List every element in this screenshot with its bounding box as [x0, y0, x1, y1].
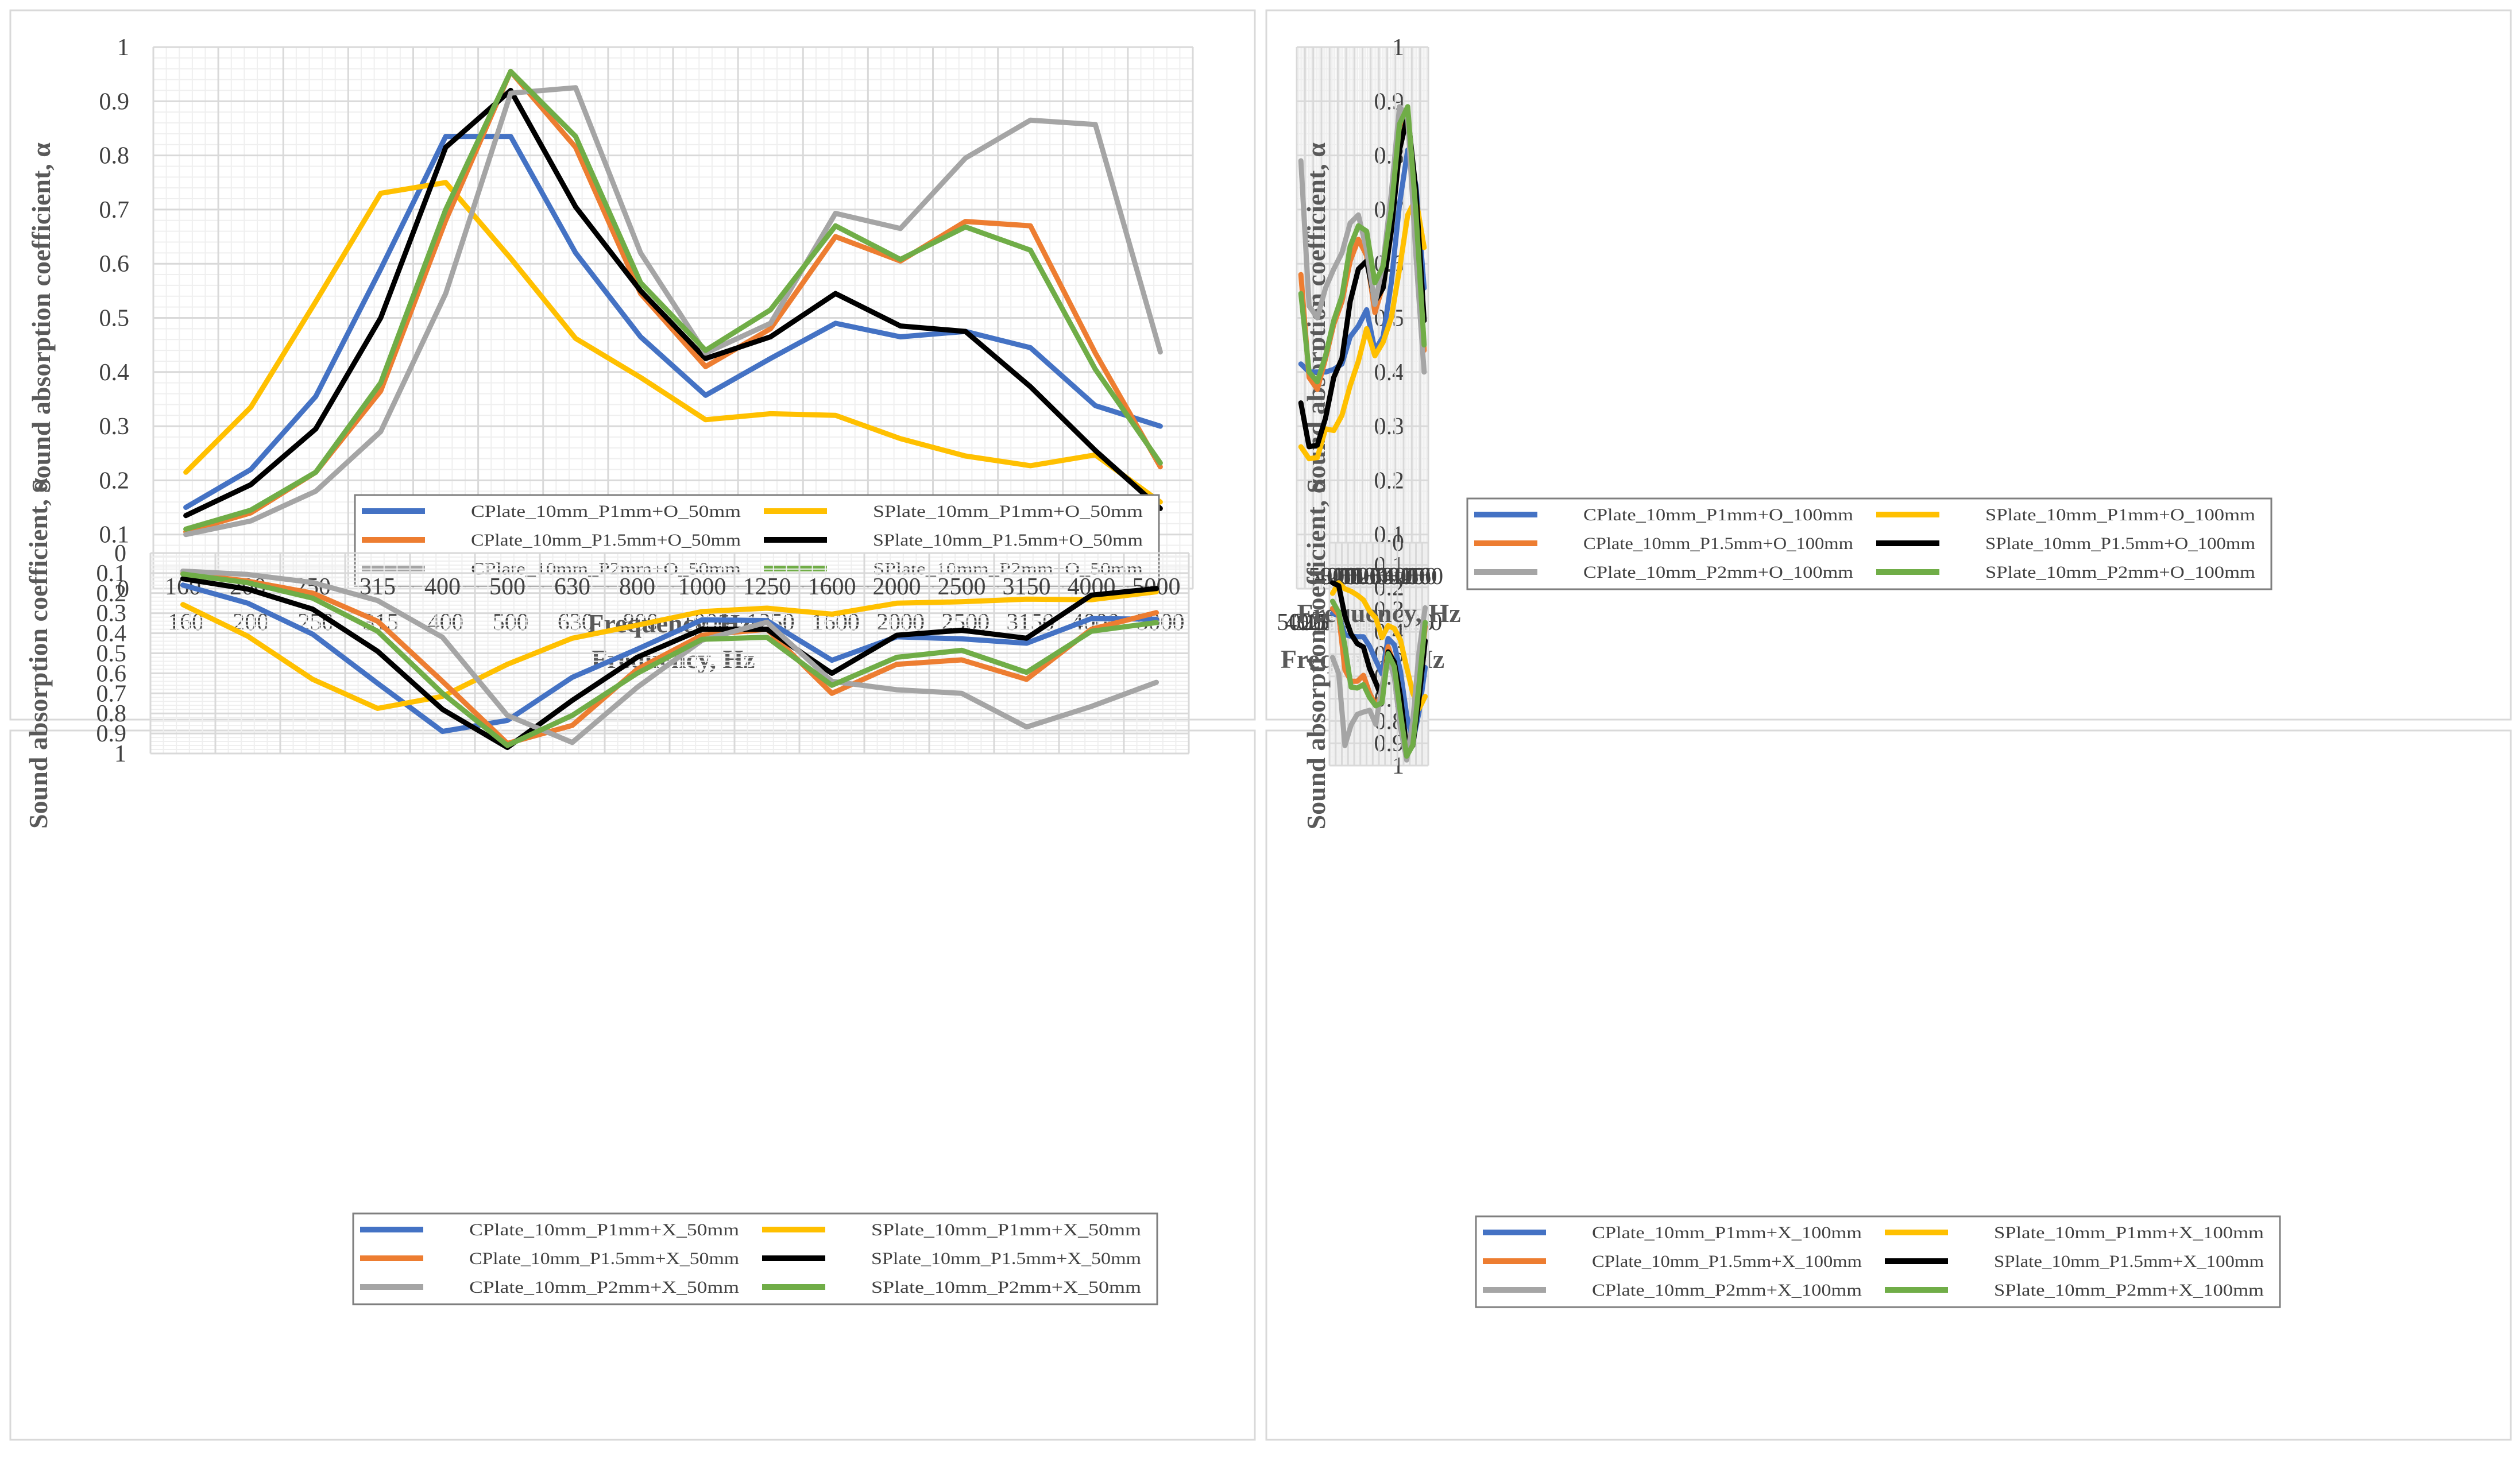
series-line-6 [1298, 104, 1427, 385]
y-tick-label: 0.9 [99, 88, 130, 115]
series-line-3 [180, 570, 1159, 746]
y-tick-label: 0.8 [96, 701, 127, 727]
y-tick-label: 0 [117, 576, 129, 602]
series-line-4 [180, 576, 1159, 750]
x-tick-label: 1250 [743, 574, 791, 600]
series-line-4 [183, 87, 1163, 519]
y-tick-label: 1 [117, 34, 129, 61]
x-tick-label: 1250 [1346, 563, 1394, 590]
x-tick-label: 2500 [938, 574, 986, 600]
series-line-1 [183, 134, 1163, 510]
legend-label: SPlate_10mm_P2mm+O_100mm [1985, 563, 2255, 582]
y-axis-title: Sound absorption coefficient, α [26, 142, 56, 493]
x-tick-label: 400 [424, 574, 461, 600]
y-tick-label: 0.6 [99, 251, 130, 277]
y-tick-label: 0.3 [99, 413, 130, 440]
y-tick-label: 0.2 [99, 467, 130, 494]
y-tick-label: 1 [1392, 753, 1404, 779]
series-line-2 [1329, 580, 1428, 712]
y-axis-title: Sound absorption coefficient, α [24, 478, 53, 829]
y-tick-label: 0.1 [96, 561, 127, 587]
x-tick-label: 2000 [873, 574, 921, 600]
legend-label: SPlate_10mm_P1.5mm+O_100mm [1985, 534, 2255, 553]
y-tick-label: 0.7 [99, 197, 130, 223]
legend-label: CPlate_10mm_P2mm+X_50mm [469, 1278, 739, 1297]
series-line-6 [183, 68, 1163, 532]
y-tick-label: 0.1 [99, 522, 130, 548]
x-tick-label: 1600 [1339, 563, 1387, 590]
legend-label: SPlate_10mm_P1mm+O_50mm [873, 502, 1143, 521]
y-axis-title: Sound absorption coefficient, α [1301, 478, 1331, 829]
series-line-2 [183, 180, 1163, 505]
legend-label: SPlate_10mm_P2mm+X_50mm [871, 1278, 1141, 1297]
y-tick-label: 0.2 [96, 581, 127, 607]
legend-box [1475, 1215, 2281, 1308]
y-tick-label: 0.4 [96, 621, 127, 647]
series-line-2 [180, 589, 1159, 711]
y-tick-label: 1 [1392, 34, 1404, 61]
x-tick-label: 1600 [808, 574, 856, 600]
legend-label: SPlate_10mm_P1mm+O_100mm [1985, 505, 2255, 524]
x-tick-label: 160 [1407, 563, 1443, 590]
legend-label: CPlate_10mm_P2mm+O_100mm [1583, 563, 1853, 582]
y-tick-label: 0 [114, 540, 126, 567]
x-tick-label: 5000 [1277, 609, 1325, 636]
series-line-4 [1298, 112, 1427, 450]
x-tick-label: 1000 [678, 574, 726, 600]
legend-label: CPlate_10mm_P1mm+O_50mm [471, 502, 741, 521]
chart-frame [1265, 9, 2512, 721]
x-tick-label: 200 [1401, 563, 1437, 590]
x-tick-label: 630 [1370, 563, 1406, 590]
chart-panel-4: 00.10.20.30.40.50.60.70.80.9116020025031… [1265, 478, 2512, 1441]
series-line-6 [180, 571, 1159, 748]
legend-label: CPlate_10mm_P1.5mm+X_50mm [469, 1249, 739, 1268]
x-tick-label: 630 [554, 574, 590, 600]
chart-frame [1265, 729, 2512, 1441]
x-tick-label: 1000 [1352, 563, 1400, 590]
legend-label: SPlate_10mm_P2mm+X_100mm [1994, 1281, 2264, 1300]
x-tick-label: 500 [489, 574, 525, 600]
legend-label: CPlate_10mm_P1mm+X_50mm [469, 1220, 739, 1239]
legend-box [352, 1212, 1158, 1305]
legend-label: SPlate_10mm_P1mm+X_50mm [871, 1220, 1141, 1239]
y-tick-label: 0.5 [96, 641, 127, 667]
x-tick-label: 315 [1389, 563, 1425, 590]
y-tick-label: 0.4 [99, 360, 130, 386]
legend-label: CPlate_10mm_P2mm+X_100mm [1592, 1281, 1862, 1300]
legend-label: CPlate_10mm_P1.5mm+O_100mm [1583, 534, 1853, 553]
legend-box [354, 494, 1160, 587]
x-tick-label: 250 [1395, 563, 1431, 590]
y-tick-label: 1 [114, 741, 126, 767]
y-tick-label: 0.6 [96, 660, 127, 687]
x-tick-label: 4000 [1285, 609, 1333, 636]
legend-label: SPlate_10mm_P1.5mm+X_50mm [871, 1249, 1141, 1268]
series-line-6 [1329, 598, 1428, 759]
legend-box [1466, 497, 2272, 590]
y-tick-label: 0.7 [96, 681, 127, 707]
series-line-1 [180, 582, 1159, 735]
y-tick-label: 0.5 [99, 306, 130, 332]
legend-label: CPlate_10mm_P1.5mm+O_50mm [471, 531, 741, 550]
legend-label: CPlate_10mm_P1mm+O_100mm [1583, 505, 1853, 524]
series-line-2 [1298, 196, 1427, 462]
x-tick-label: 400 [1382, 563, 1419, 590]
x-tick-label: 800 [619, 574, 655, 600]
legend-label: CPlate_10mm_P1.5mm+X_100mm [1592, 1252, 1862, 1271]
legend-label: CPlate_10mm_P1mm+X_100mm [1592, 1223, 1862, 1242]
x-tick-label: 500 [1376, 563, 1412, 590]
chart-frame [9, 729, 1256, 1441]
legend-label: SPlate_10mm_P1.5mm+X_100mm [1994, 1252, 2264, 1271]
series-line-5 [183, 85, 1163, 538]
x-tick-label: 800 [1364, 563, 1400, 590]
legend-label: SPlate_10mm_P1mm+X_100mm [1994, 1223, 2264, 1242]
y-tick-label: 0.3 [96, 601, 127, 627]
series-line-5 [180, 568, 1159, 745]
x-tick-label: 3150 [1003, 574, 1051, 600]
y-tick-label: 0.9 [96, 721, 127, 747]
chart-panel-2: 00.10.20.30.40.50.60.70.80.9116020025031… [1265, 9, 2512, 721]
legend-label: SPlate_10mm_P1.5mm+O_50mm [873, 531, 1143, 550]
y-tick-label: 0.8 [99, 143, 130, 169]
